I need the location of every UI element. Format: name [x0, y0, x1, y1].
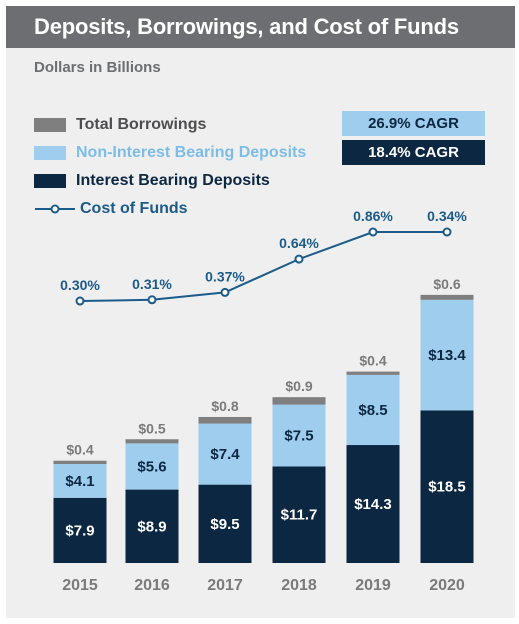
cost-of-funds-point [75, 296, 85, 306]
data-label-borrowings: $0.4 [66, 442, 93, 458]
bar-segment-non-interest [53, 464, 107, 498]
legend-label-interest: Interest Bearing Deposits [76, 172, 270, 189]
bar-segment-non-interest [272, 404, 326, 467]
bar-segment-non-interest [346, 374, 400, 446]
cost-of-funds-label: 0.86% [353, 208, 393, 224]
cost-of-funds-label: 0.31% [132, 276, 172, 292]
data-label-non-interest: $5.6 [137, 458, 166, 475]
data-label-interest: $11.7 [281, 507, 318, 524]
x-tick-label: 2020 [429, 577, 465, 594]
data-label-interest: $7.9 [65, 522, 94, 539]
cost-of-funds-point [368, 227, 378, 237]
cost-of-funds-label: 0.30% [60, 277, 100, 293]
x-tick-label: 2018 [281, 577, 317, 594]
bar-segment-interest [198, 484, 252, 563]
bar-segment-borrowings [125, 439, 179, 444]
legend-line-icon [34, 202, 76, 216]
legend-swatch-borrowings [34, 118, 66, 132]
legend-label-cost-of-funds: Cost of Funds [80, 200, 188, 217]
chart-subtitle: Dollars in Billions [34, 59, 161, 76]
cost-of-funds-point [220, 287, 230, 297]
x-tick-label: 2016 [134, 577, 170, 594]
cost-of-funds-point [294, 254, 304, 264]
bar-segment-borrowings [420, 294, 474, 300]
x-tick-label: 2017 [207, 577, 243, 594]
cost-of-funds-point [442, 227, 452, 237]
bar-segment-non-interest [420, 299, 474, 411]
bar-segment-interest [420, 410, 474, 563]
data-label-borrowings: $0.6 [433, 276, 460, 292]
bar-segment-borrowings [272, 397, 326, 405]
data-label-non-interest: $4.1 [65, 473, 94, 490]
data-label-non-interest: $7.4 [210, 446, 240, 463]
data-label-non-interest: $7.5 [284, 428, 313, 445]
cagr-badge-interest: 18.4% CAGR [342, 140, 485, 165]
legend-label-non-interest: Non-Interest Bearing Deposits [76, 144, 307, 161]
legend-swatch-interest [34, 174, 66, 188]
bar-segment-interest [53, 497, 107, 563]
bar-segment-non-interest [198, 423, 252, 485]
bar-segment-interest [272, 466, 326, 563]
legend-swatch-non-interest [34, 146, 66, 160]
legend-label-borrowings: Total Borrowings [76, 116, 207, 133]
data-label-borrowings: $0.8 [211, 398, 238, 414]
bar-segment-non-interest [125, 443, 179, 490]
data-label-non-interest: $13.4 [428, 347, 466, 364]
legend-item-borrowings: Total Borrowings [34, 114, 206, 136]
data-label-interest: $9.5 [210, 516, 239, 533]
bar-segment-borrowings [198, 416, 252, 424]
bar-segment-borrowings [346, 371, 400, 375]
data-label-interest: $14.3 [354, 496, 392, 513]
data-label-interest: $18.5 [428, 479, 466, 496]
data-label-borrowings: $0.9 [285, 378, 312, 394]
bar-segment-interest [346, 445, 400, 563]
bar-segment-interest [125, 489, 179, 563]
cost-of-funds-label: 0.64% [279, 235, 319, 251]
data-label-borrowings: $0.4 [359, 353, 386, 369]
chart-title: Deposits, Borrowings, and Cost of Funds [6, 6, 515, 48]
cost-of-funds-label: 0.37% [205, 268, 245, 284]
bar-segment-borrowings [53, 460, 107, 464]
cost-of-funds-line [79, 231, 447, 303]
legend-item-interest: Interest Bearing Deposits [34, 170, 270, 192]
data-label-non-interest: $8.5 [358, 402, 387, 419]
cost-of-funds-point [147, 295, 157, 305]
data-label-interest: $8.9 [137, 518, 166, 535]
data-label-borrowings: $0.5 [138, 420, 165, 436]
cost-of-funds-label: 0.34% [427, 208, 467, 224]
x-tick-label: 2019 [355, 577, 391, 594]
legend-item-cost-of-funds: Cost of Funds [34, 198, 188, 220]
legend-item-non-interest: Non-Interest Bearing Deposits [34, 142, 306, 164]
cagr-badge-non-interest: 26.9% CAGR [342, 111, 485, 136]
x-tick-label: 2015 [62, 577, 98, 594]
